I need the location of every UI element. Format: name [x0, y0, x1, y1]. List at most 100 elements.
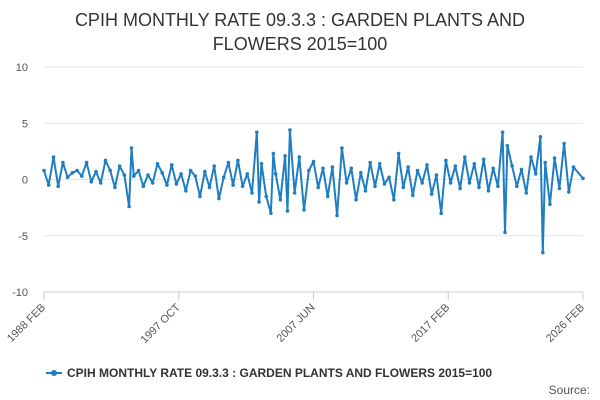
data-point	[519, 167, 524, 172]
data-point	[557, 186, 562, 191]
chart-title-line-2: FLOWERS 2015=100	[212, 34, 388, 54]
data-point	[302, 208, 306, 212]
y-tick-label: 0	[22, 175, 28, 187]
x-tick-label: 2007 JUN	[275, 302, 318, 345]
data-point	[486, 189, 491, 193]
data-point	[453, 164, 458, 168]
data-point	[136, 168, 141, 173]
data-point	[463, 155, 467, 159]
y-tick-label: 10	[16, 62, 28, 74]
x-axis: 1988 FEB 1997 OCT 2007 JUN 2017 FEB 2026 FEB	[5, 291, 587, 346]
data-point	[325, 194, 330, 199]
data-point	[207, 185, 212, 190]
data-point	[505, 144, 510, 148]
x-tick-label: 1997 OCT	[139, 301, 184, 346]
y-tick-label: -10	[12, 287, 28, 299]
legend-label: CPIH MONTHLY RATE 09.3.3 : GARDEN PLANTS…	[67, 366, 493, 380]
data-point	[562, 141, 566, 146]
data-point	[288, 128, 292, 132]
data-point	[503, 230, 507, 235]
data-point	[581, 176, 585, 181]
data-point	[264, 194, 269, 199]
data-point	[132, 174, 136, 178]
data-point	[515, 184, 519, 189]
data-point	[184, 189, 188, 193]
data-point	[297, 155, 302, 159]
data-point	[363, 189, 368, 193]
data-point	[472, 162, 477, 166]
data-point	[415, 168, 420, 173]
legend[interactable]: CPIH MONTHLY RATE 09.3.3 : GARDEN PLANTS…	[46, 366, 492, 380]
data-point	[51, 155, 56, 159]
data-point	[117, 164, 122, 168]
data-point	[193, 174, 198, 178]
x-tick-label: 1988 FEB	[5, 302, 48, 345]
data-point	[496, 184, 500, 189]
data-point	[510, 164, 514, 168]
data-point	[169, 163, 174, 167]
data-point	[368, 160, 373, 165]
data-point	[127, 204, 131, 209]
data-point	[529, 155, 533, 159]
series-group	[42, 128, 585, 255]
data-point	[94, 169, 98, 174]
data-point	[548, 202, 552, 207]
data-point	[458, 186, 462, 191]
data-point	[411, 193, 415, 198]
y-axis-ticks: 10 5 0 -5 -10	[12, 62, 28, 299]
data-point	[271, 151, 276, 156]
data-point	[330, 165, 335, 169]
data-point	[477, 185, 481, 190]
data-point	[491, 166, 496, 171]
data-point	[165, 183, 169, 187]
data-point	[524, 191, 529, 195]
data-point	[203, 169, 207, 174]
data-point	[278, 198, 283, 202]
data-point	[108, 168, 112, 173]
data-point	[84, 160, 89, 165]
data-point	[571, 165, 576, 169]
data-point	[434, 173, 439, 177]
data-point	[221, 175, 226, 180]
data-point	[226, 160, 231, 165]
data-point	[80, 174, 84, 178]
data-point	[122, 173, 127, 177]
data-point	[89, 180, 94, 184]
data-point	[236, 158, 240, 163]
data-point	[533, 172, 538, 176]
data-point	[541, 250, 545, 255]
data-point	[481, 157, 486, 162]
data-point	[552, 156, 557, 160]
data-point	[146, 173, 150, 177]
data-point	[359, 171, 363, 175]
data-point	[401, 185, 406, 190]
data-point	[56, 184, 60, 189]
data-point	[179, 172, 183, 176]
data-point	[387, 175, 391, 180]
data-point	[217, 196, 221, 201]
data-point	[344, 181, 349, 185]
data-point	[396, 151, 401, 156]
data-point	[439, 211, 444, 216]
data-point	[285, 209, 290, 213]
data-point	[42, 168, 46, 173]
data-point	[349, 166, 354, 171]
data-point	[292, 191, 297, 195]
data-point	[567, 190, 571, 194]
data-point	[269, 211, 273, 216]
y-tick-label: -5	[18, 231, 28, 243]
data-point	[425, 163, 429, 167]
data-point	[113, 185, 117, 190]
x-tick-label: 2026 FEB	[544, 302, 587, 345]
data-point	[129, 146, 134, 150]
data-point	[212, 164, 216, 168]
data-point	[392, 198, 396, 202]
data-point	[429, 192, 434, 196]
data-point	[406, 165, 410, 169]
data-point	[382, 182, 387, 186]
data-point	[65, 175, 70, 180]
data-point	[257, 200, 261, 204]
data-point	[155, 162, 160, 166]
data-point	[377, 162, 382, 166]
